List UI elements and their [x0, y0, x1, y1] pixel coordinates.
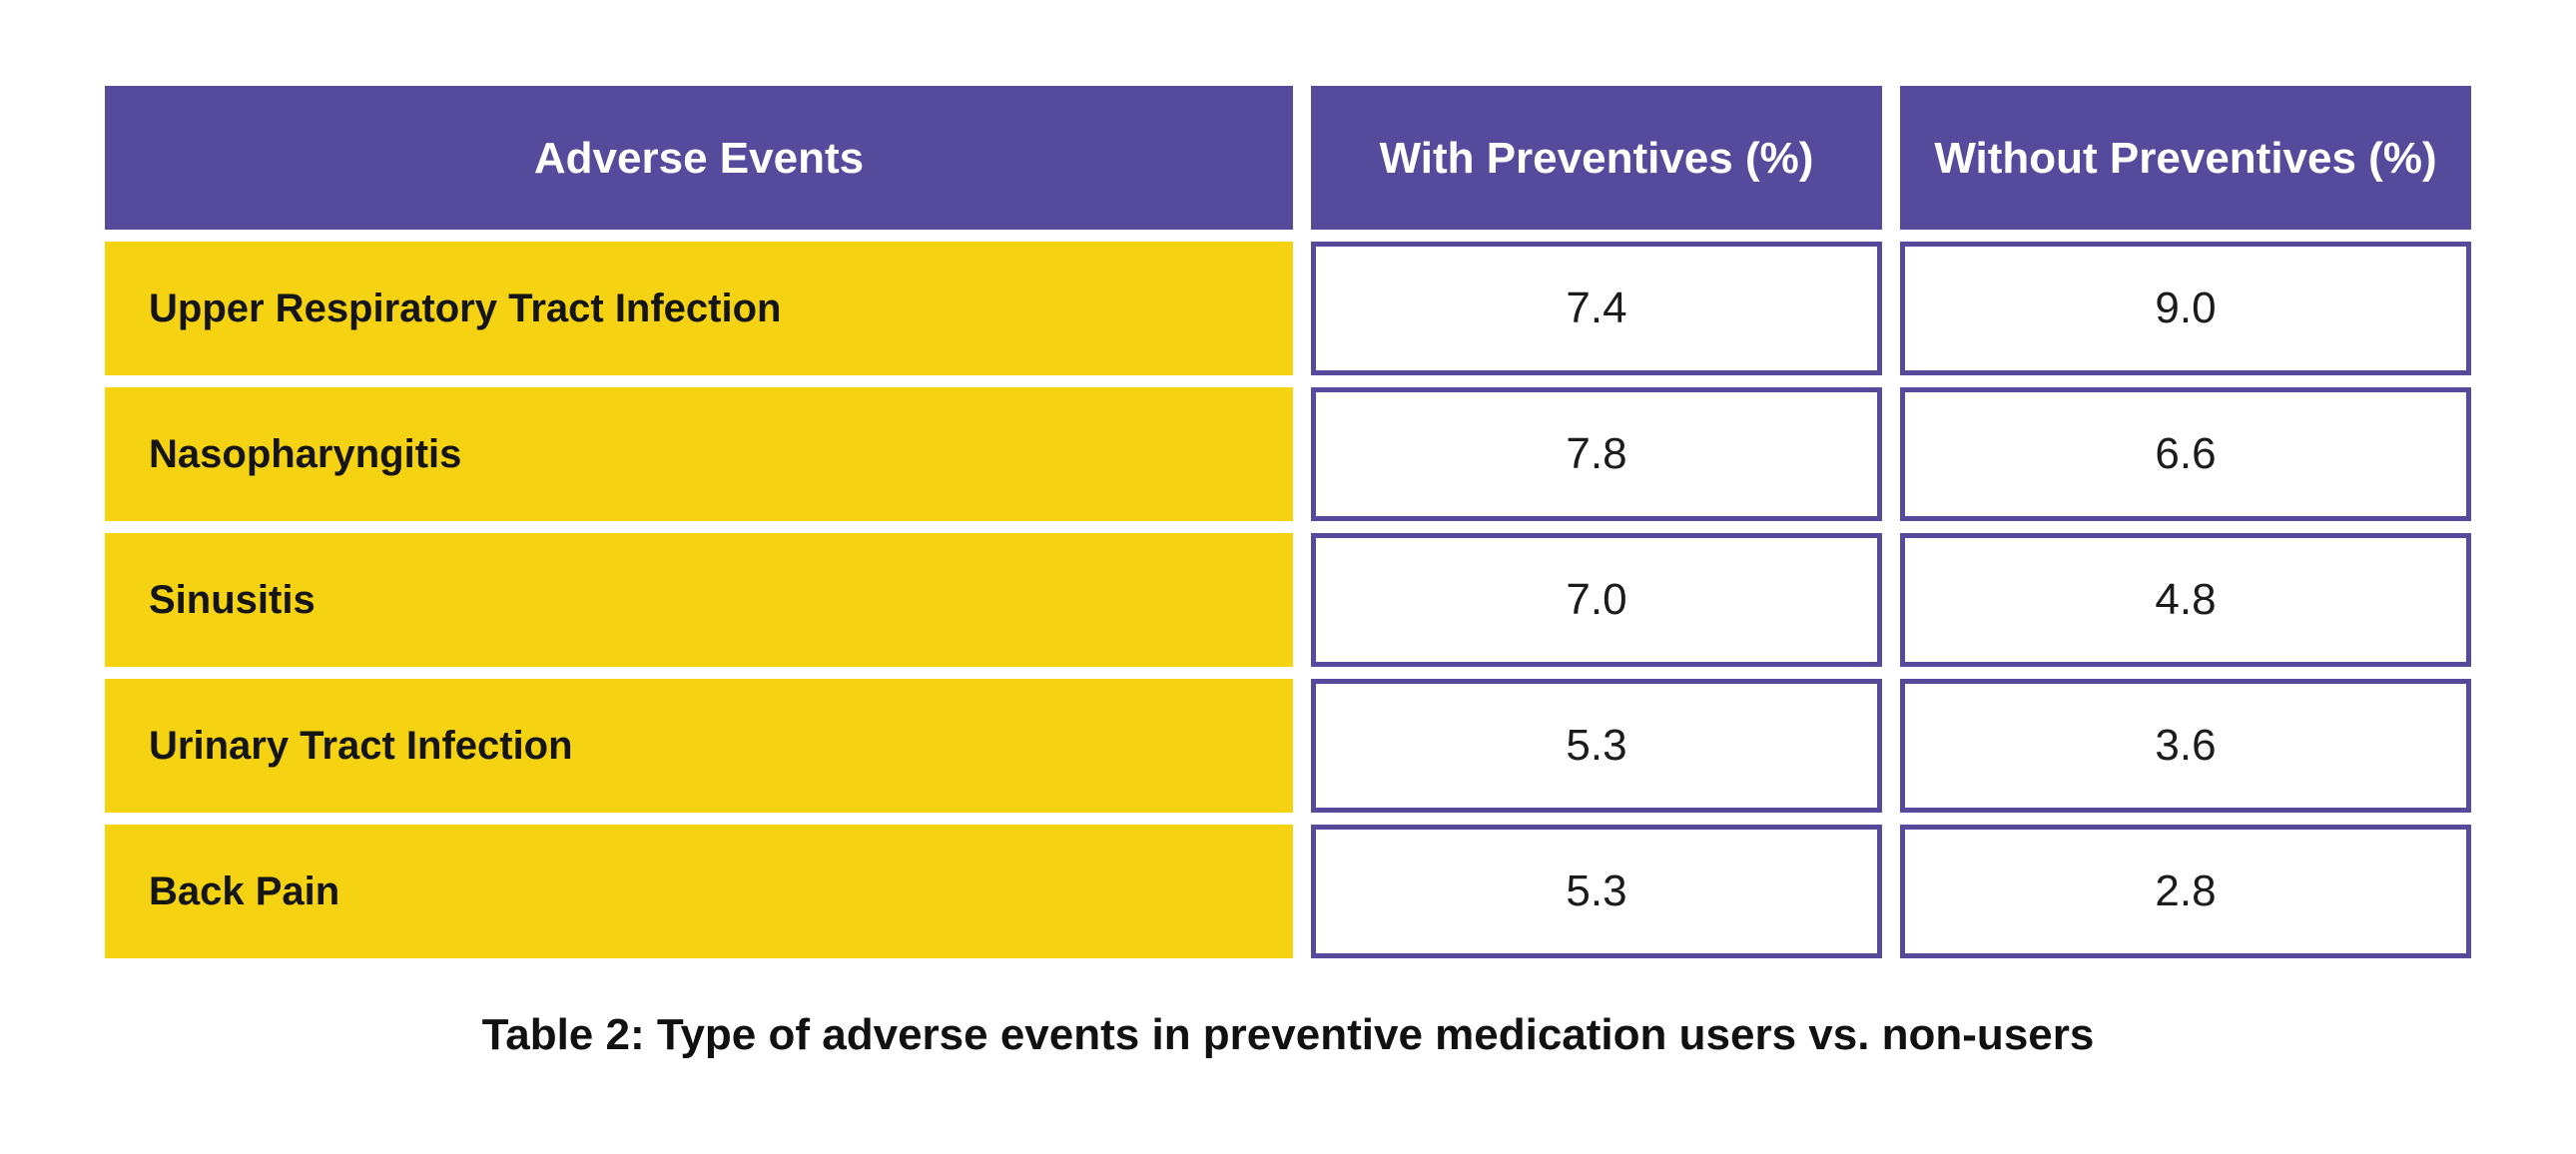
row-label-nasopharyngitis: Nasopharyngitis [105, 387, 1293, 521]
value-with-preventives-row-1: 7.4 [1311, 242, 1882, 375]
row-label-back-pain: Back Pain [105, 825, 1293, 958]
value-without-preventives-row-4: 3.6 [1900, 679, 2471, 813]
column-header-without-preventives: Without Preventives (%) [1900, 86, 2471, 230]
column-header-with-preventives: With Preventives (%) [1311, 86, 1882, 230]
value-with-preventives-row-4: 5.3 [1311, 679, 1882, 813]
value-without-preventives-row-5: 2.8 [1900, 825, 2471, 958]
row-label-urinary-tract-infection: Urinary Tract Infection [105, 679, 1293, 813]
value-with-preventives-row-3: 7.0 [1311, 533, 1882, 667]
table-caption: Table 2: Type of adverse events in preve… [481, 1010, 2095, 1059]
value-with-preventives-row-2: 7.8 [1311, 387, 1882, 521]
row-label-upper-respiratory-tract-infection: Upper Respiratory Tract Infection [105, 242, 1293, 375]
column-header-adverse-events: Adverse Events [105, 86, 1293, 230]
value-without-preventives-row-3: 4.8 [1900, 533, 2471, 667]
row-label-sinusitis: Sinusitis [105, 533, 1293, 667]
adverse-events-table: Adverse Events With Preventives (%) With… [105, 86, 2471, 958]
value-with-preventives-row-5: 5.3 [1311, 825, 1882, 958]
value-without-preventives-row-2: 6.6 [1900, 387, 2471, 521]
value-without-preventives-row-1: 9.0 [1900, 242, 2471, 375]
